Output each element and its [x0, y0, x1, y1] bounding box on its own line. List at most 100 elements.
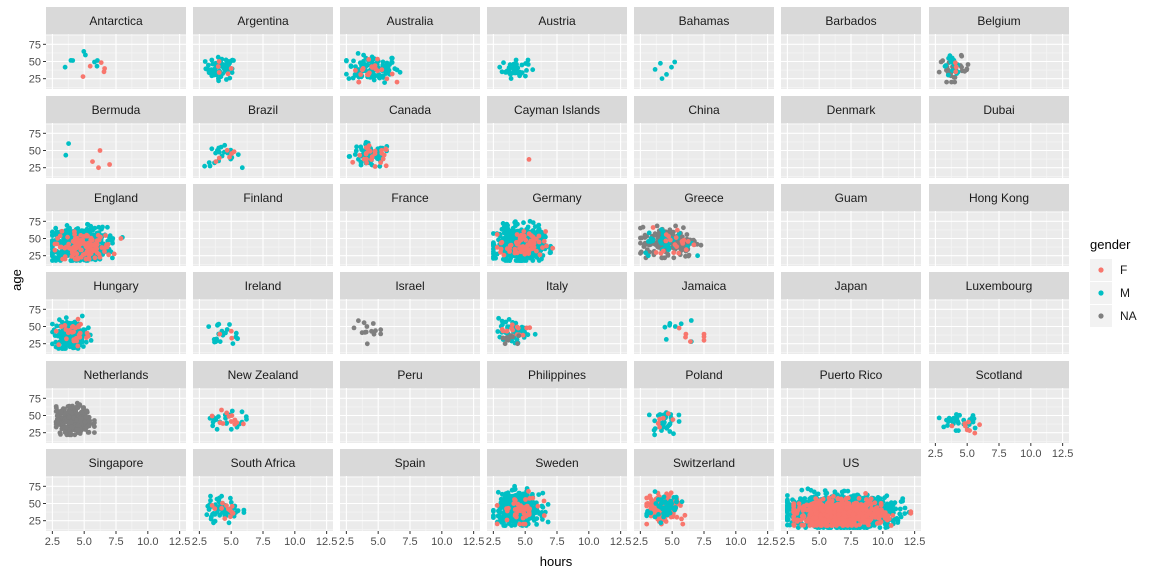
data-point	[681, 225, 686, 231]
data-point	[97, 148, 103, 153]
data-point	[227, 322, 232, 327]
facet-strip-label: China	[688, 103, 720, 117]
data-point	[526, 157, 532, 162]
data-point	[118, 236, 124, 241]
data-point	[513, 258, 519, 263]
data-point	[503, 235, 509, 241]
data-point	[544, 243, 549, 249]
data-point	[380, 156, 386, 162]
facet-points	[62, 49, 107, 79]
data-point	[353, 68, 358, 73]
data-point	[64, 228, 70, 234]
facet-panel: Germany	[487, 184, 627, 266]
data-point	[59, 346, 65, 351]
data-point	[78, 247, 84, 253]
data-point	[361, 320, 367, 326]
data-point	[494, 521, 500, 527]
data-point	[92, 420, 97, 426]
data-point	[65, 234, 70, 240]
data-point	[230, 57, 235, 63]
data-point	[877, 496, 883, 501]
data-point	[97, 254, 103, 260]
facet-strip-label: Bermuda	[92, 103, 141, 117]
data-point	[495, 329, 501, 334]
data-point	[540, 490, 546, 496]
data-point	[667, 429, 673, 434]
data-point	[74, 417, 79, 423]
data-point	[63, 424, 69, 430]
data-point	[680, 521, 686, 527]
facet-strip-label: Barbados	[825, 14, 876, 28]
data-point	[382, 80, 387, 85]
data-point	[944, 79, 949, 85]
data-point	[241, 421, 246, 427]
facet-strip	[634, 7, 774, 34]
data-point	[68, 430, 73, 436]
data-point	[654, 223, 660, 229]
facet-grid	[781, 34, 921, 89]
data-point	[900, 496, 906, 501]
data-point	[494, 503, 500, 508]
data-point	[367, 70, 372, 76]
data-point	[94, 63, 100, 69]
data-point	[509, 322, 515, 328]
data-point	[377, 163, 383, 169]
data-point	[534, 516, 540, 521]
data-point	[808, 495, 814, 500]
data-point	[500, 221, 506, 226]
data-point	[684, 232, 690, 237]
data-point	[79, 409, 85, 415]
data-point	[688, 318, 694, 323]
facet-panel: Argentina	[193, 7, 333, 89]
data-point	[87, 418, 93, 424]
data-point	[521, 220, 526, 226]
data-point	[683, 247, 689, 253]
data-point	[967, 428, 972, 433]
data-point	[502, 341, 508, 347]
data-point	[72, 432, 78, 438]
data-point	[972, 430, 978, 436]
data-point	[877, 525, 883, 530]
data-point	[366, 57, 372, 62]
data-point	[507, 249, 512, 254]
data-point	[378, 331, 384, 337]
data-point	[86, 429, 92, 435]
data-point	[367, 148, 373, 154]
data-point	[107, 233, 113, 239]
data-point	[799, 487, 805, 493]
data-point	[663, 337, 669, 342]
facet-panel: South Africa	[193, 449, 333, 531]
data-point	[491, 507, 496, 513]
data-point	[674, 514, 680, 520]
data-point	[945, 72, 951, 78]
data-point	[675, 227, 680, 233]
data-point	[379, 150, 385, 156]
data-point	[235, 152, 241, 158]
data-point	[884, 504, 889, 510]
data-point	[111, 251, 117, 257]
data-point	[679, 499, 685, 505]
data-point	[355, 51, 361, 56]
data-point	[100, 224, 105, 230]
data-point	[656, 231, 661, 237]
data-point	[658, 520, 664, 526]
data-point	[518, 253, 523, 259]
data-point	[945, 423, 950, 428]
data-point	[523, 61, 528, 66]
data-point	[81, 344, 86, 349]
data-point	[662, 500, 667, 505]
data-point	[208, 516, 214, 522]
facet-strip-label: Germany	[532, 191, 581, 205]
facet-points	[652, 59, 678, 81]
data-point	[61, 236, 67, 242]
data-point	[96, 224, 102, 230]
data-point	[669, 64, 674, 70]
data-point	[54, 413, 60, 419]
facet-panel: Guam	[781, 184, 921, 266]
facet-grid	[46, 211, 186, 266]
data-point	[965, 62, 971, 67]
data-point	[68, 258, 74, 263]
data-point	[82, 241, 88, 247]
data-point	[224, 147, 230, 153]
facet-panel: England	[46, 184, 186, 266]
